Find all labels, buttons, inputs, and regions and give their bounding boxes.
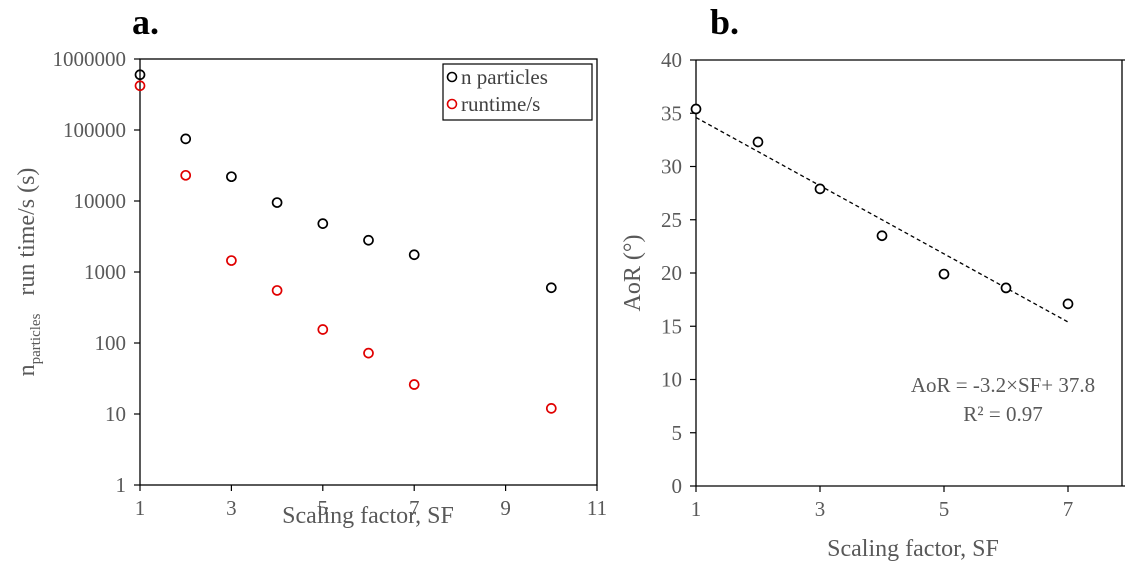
panel-b-y-axis: 0 5 10 15 20 25 30 35 40 [661,48,696,498]
point-n-particles [134,69,146,81]
legend-label-n-particles: n particles [461,65,548,89]
x-tick-label: 9 [500,496,511,520]
point-runtime [271,285,283,296]
y-axis-title-n: n [14,364,40,376]
point-aor [752,136,764,148]
x-tick-label: 3 [815,497,826,521]
panel-b-x-axis-title: Scaling factor, SF [827,536,999,562]
panel-b-label: b. [710,2,739,42]
point-runtime [317,324,329,335]
y-tick-label: 100 [95,331,127,355]
r-squared-label: R² = 0.97 [963,402,1042,426]
point-runtime [180,169,192,181]
y-tick-label: 0 [672,474,683,498]
point-runtime [408,379,420,390]
point-n-particles [545,282,557,294]
point-aor [1000,282,1012,294]
point-aor [876,230,888,242]
x-tick-label: 1 [135,496,146,520]
y-axis-title-runtime: run time/s (s) [14,168,40,296]
y-tick-label: 15 [661,314,682,338]
point-n-particles [317,218,329,229]
y-tick-label: 40 [661,48,682,72]
point-runtime [545,403,557,414]
panel-b-points [690,103,1074,310]
y-tick-label: 10 [105,402,126,426]
panel-a-label: a. [132,2,159,42]
y-tick-label: 5 [672,421,683,445]
point-n-particles [226,171,237,183]
point-aor [814,183,826,195]
point-n-particles [363,234,374,246]
y-tick-label: 10 [661,368,682,392]
panel-a-y-axis-title: nparticles run time/s (s) [14,168,44,377]
x-tick-label: 11 [587,496,607,520]
legend-marker-runtime [446,98,458,110]
x-tick-label: 5 [318,496,329,520]
x-tick-label: 3 [226,496,237,520]
y-tick-label: 35 [661,101,682,125]
y-tick-label: 20 [661,261,682,285]
panel-a-y-axis: 1 10 100 1000 10000 100000 1000000 [53,47,140,497]
x-tick-label: 1 [691,497,702,521]
point-runtime [134,80,146,92]
legend-label-runtime: runtime/s [461,92,540,116]
point-aor [690,103,702,115]
point-runtime [363,347,374,359]
y-tick-label: 1000 [84,260,126,284]
legend-marker-n-particles [446,71,458,83]
y-tick-label: 1 [116,473,127,497]
x-tick-label: 5 [939,497,950,521]
x-tick-label: 7 [409,496,420,520]
point-n-particles [271,197,283,208]
y-tick-label: 30 [661,155,682,179]
x-tick-label: 7 [1063,497,1074,521]
point-runtime [226,255,237,266]
panel-a-legend: n particles runtime/s [442,63,593,121]
y-tick-label: 1000000 [53,47,127,71]
y-axis-title-subscript: particles [28,313,44,364]
panel-a-points [134,69,557,414]
y-tick-label: 100000 [63,118,126,142]
trendline-equation: AoR = -3.2×SF+ 37.8 [911,373,1095,397]
panel-b-x-axis: 1 3 5 7 [691,486,1074,521]
point-n-particles [408,249,420,261]
panel-a-x-axis: 1 3 5 7 9 11 [135,485,607,520]
point-aor [938,268,950,280]
point-aor [1062,298,1074,310]
panel-a-x-axis-title: Scaling factor, SF [282,503,454,529]
panel-b-trendline [695,116,1069,323]
point-n-particles [180,133,192,145]
panel-a-legend-box [442,63,593,121]
panel-b-y-axis-title: AoR (°) [620,235,646,312]
y-tick-label: 25 [661,208,682,232]
panel-a-plot-frame [139,58,598,486]
y-tick-label: 10000 [74,189,127,213]
